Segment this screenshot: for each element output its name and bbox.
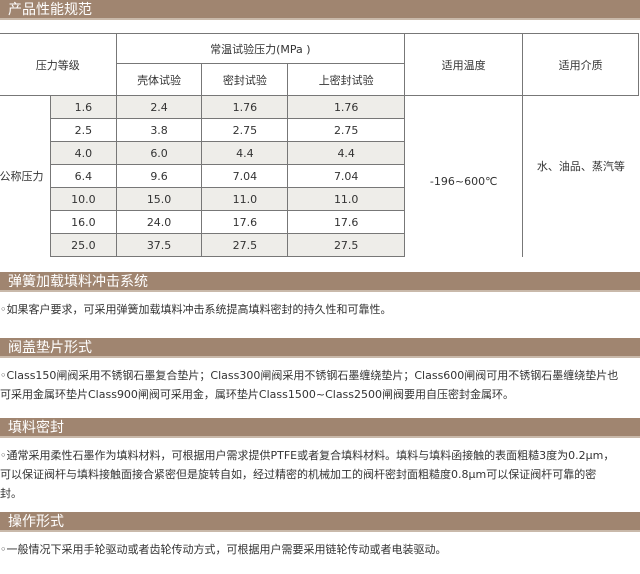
table-cell: 27.5 <box>287 233 406 257</box>
section-text: ◦如果客户要求，可采用弹簧加载填料冲击系统提高填料密封的持久性和可靠性。 <box>0 300 640 319</box>
text-line: 封。 <box>0 487 22 500</box>
spec-table: 压力等级 常温试验压力(MPa ) 适用温度 适用介质 壳体试验 密封试验 上密… <box>0 33 639 257</box>
table-row: 6.4 9.6 7.04 7.04 <box>0 164 639 188</box>
table-cell: 1.6 <box>50 95 117 119</box>
table-row: 4.0 6.0 4.4 4.4 <box>0 141 639 165</box>
section-title: 填料密封 <box>0 418 640 438</box>
table-cell: 4.0 <box>50 141 117 165</box>
table-cell: 17.6 <box>287 210 406 234</box>
table-cell: 4.4 <box>201 141 289 165</box>
header-temperature: 适用温度 <box>404 33 524 96</box>
header-test-pressure: 常温试验压力(MPa ) <box>115 33 406 64</box>
section-text: ◦一般情况下采用手轮驱动或者齿轮传动方式，可根据用户需要采用链轮传动或者电装驱动… <box>0 540 640 559</box>
table-cell: 2.75 <box>201 118 289 142</box>
table-cell: 11.0 <box>287 187 406 211</box>
table-cell: 6.4 <box>50 164 117 188</box>
header-pressure-class: 压力等级 <box>0 33 117 96</box>
table-cell: 3.8 <box>115 118 203 142</box>
table-cell: 16.0 <box>50 210 117 234</box>
table-cell: 25.0 <box>50 233 117 257</box>
table-row: 25.0 37.5 27.5 27.5 <box>0 233 639 257</box>
header-shell-test: 壳体试验 <box>115 63 203 96</box>
table-cell: 10.0 <box>50 187 117 211</box>
table-cell: 4.4 <box>287 141 406 165</box>
header-medium: 适用介质 <box>522 33 639 96</box>
section-title: 弹簧加载填料冲击系统 <box>0 272 640 292</box>
text-line: ◦如果客户要求，可采用弹簧加载填料冲击系统提高填料密封的持久性和可靠性。 <box>0 303 392 316</box>
table-cell: 9.6 <box>115 164 203 188</box>
text-line: ◦通常采用柔性石墨作为填料材料，可根据用户需求提供PTFE或者复合填料材料。填料… <box>0 449 615 462</box>
table-cell: 11.0 <box>201 187 289 211</box>
table-row: 2.5 3.8 2.75 2.75 <box>0 118 639 142</box>
medium-value: 水、油品、蒸汽等 <box>522 95 639 257</box>
section-title: 操作形式 <box>0 512 640 532</box>
header-upper-seal-test: 上密封试验 <box>287 63 406 96</box>
temperature-value: -196~600℃ <box>404 95 524 257</box>
section-title: 阀盖垫片形式 <box>0 338 640 358</box>
table-cell: 1.76 <box>287 95 406 119</box>
table-cell: 2.5 <box>50 118 117 142</box>
section-text: ◦通常采用柔性石墨作为填料材料，可根据用户需求提供PTFE或者复合填料材料。填料… <box>0 446 640 503</box>
table-cell: 27.5 <box>201 233 289 257</box>
table-cell: 2.75 <box>287 118 406 142</box>
table-cell: 7.04 <box>201 164 289 188</box>
table-row: 10.0 15.0 11.0 11.0 <box>0 187 639 211</box>
table-cell: 7.04 <box>287 164 406 188</box>
table-cell: 24.0 <box>115 210 203 234</box>
text-line: ◦Class150闸阀采用不锈钢石墨复合垫片；Class300闸阀采用不锈钢石墨… <box>0 369 619 382</box>
table-cell: 17.6 <box>201 210 289 234</box>
section-title-spec: 产品性能规范 <box>0 0 640 20</box>
table-cell: 1.76 <box>201 95 289 119</box>
table-cell: 15.0 <box>115 187 203 211</box>
text-line: 可以保证阀杆与填料接触面接合紧密但是旋转自如，经过精密的机械加工的阀杆密封面粗糙… <box>0 468 597 481</box>
section-text: ◦Class150闸阀采用不锈钢石墨复合垫片；Class300闸阀采用不锈钢石墨… <box>0 366 640 404</box>
table-row: 16.0 24.0 17.6 17.6 <box>0 210 639 234</box>
row-label: 公称压力 <box>0 95 52 257</box>
table-cell: 6.0 <box>115 141 203 165</box>
text-line: 可采用金属环垫片Class900闸阀可采用金，属环垫片Class1500~Cla… <box>0 388 515 401</box>
table-cell: 37.5 <box>115 233 203 257</box>
table-cell: 2.4 <box>115 95 203 119</box>
table-row: 公称压力 1.6 2.4 1.76 1.76 -196~600℃ 水、油品、蒸汽等 <box>0 95 639 257</box>
text-line: ◦一般情况下采用手轮驱动或者齿轮传动方式，可根据用户需要采用链轮传动或者电装驱动… <box>0 543 447 556</box>
header-seal-test: 密封试验 <box>201 63 289 96</box>
